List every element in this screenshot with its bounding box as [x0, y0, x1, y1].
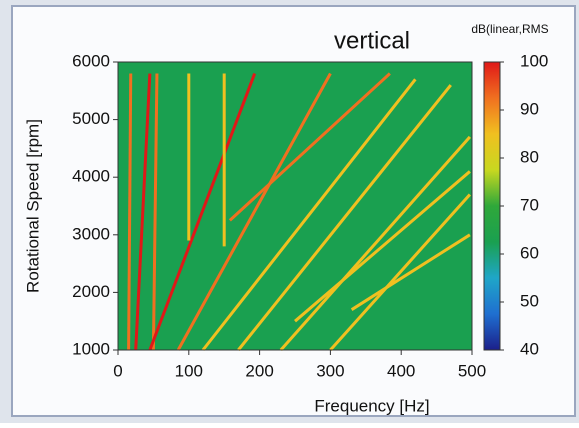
order-line: [148, 72, 257, 351]
x-axis-label: Frequency [Hz]: [314, 396, 429, 415]
x-tick-label: 500: [458, 361, 486, 380]
y-tick-label: 6000: [72, 51, 110, 70]
colorbar-tick-label: 70: [520, 195, 539, 214]
order-line: [294, 170, 471, 323]
order-line: [237, 84, 452, 351]
colorbar-tick-label: 100: [520, 51, 548, 70]
background: [118, 62, 472, 350]
order-line: [127, 73, 133, 351]
chart-title: vertical: [334, 27, 410, 54]
order-line: [279, 135, 471, 351]
order-line: [176, 72, 332, 351]
y-axis-label: Rotational Speed [rpm]: [23, 119, 42, 293]
y-tick-label: 5000: [72, 109, 110, 128]
order-line: [201, 78, 417, 351]
colorbar-label: dB(linear,RMS: [471, 22, 548, 36]
order-line: [134, 73, 152, 351]
colorbar: [483, 61, 501, 351]
x-tick-label: 300: [316, 361, 344, 380]
order-line: [151, 73, 159, 351]
order-line: [228, 72, 391, 222]
y-tick-label: 1000: [72, 339, 110, 358]
x-tick-label: 400: [387, 361, 415, 380]
x-tick-label: 100: [175, 361, 203, 380]
x-tick-label: 0: [113, 361, 122, 380]
plot-border: [117, 61, 473, 351]
order-line: [329, 193, 471, 352]
y-tick-label: 2000: [72, 282, 110, 301]
colorbar-tick-label: 80: [520, 147, 539, 166]
colorbar-tick-label: 50: [520, 291, 539, 310]
order-line: [350, 233, 471, 311]
x-tick-label: 200: [245, 361, 273, 380]
y-tick-label: 3000: [72, 224, 110, 243]
colorbar-tick-label: 40: [520, 339, 539, 358]
colorbar-tick-label: 90: [520, 99, 539, 118]
y-tick-label: 4000: [72, 167, 110, 186]
colorbar-tick-label: 60: [520, 243, 539, 262]
